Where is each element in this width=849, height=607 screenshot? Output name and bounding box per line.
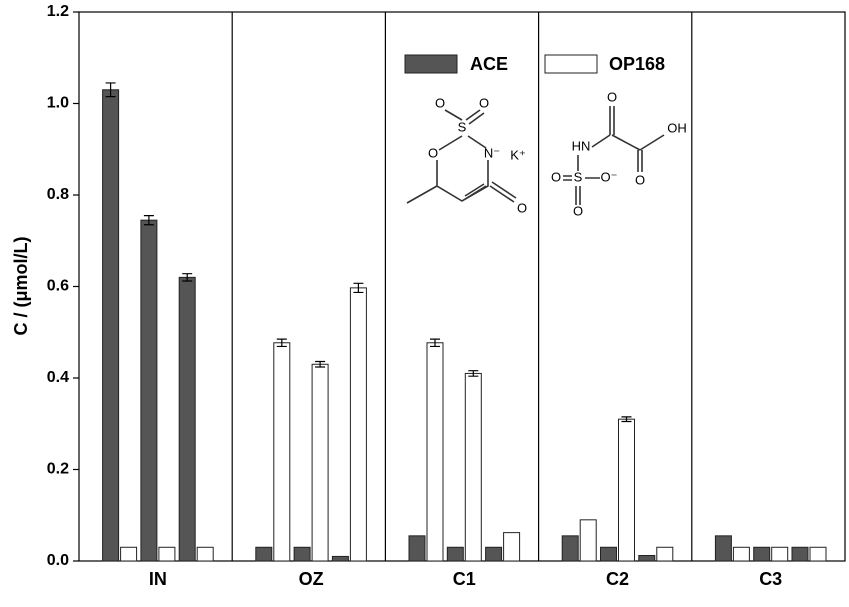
y-tick-label: 0.0 [47,552,69,569]
x-tick-label: IN [149,569,167,589]
atom-label: O [573,203,583,218]
x-tick-label: C2 [606,569,629,589]
bar [349,287,367,562]
bar [579,519,597,562]
bar [791,546,809,562]
error-bar [353,282,364,294]
error-bar [621,416,632,423]
bar [140,219,158,562]
bar [561,535,579,562]
legend-swatch [544,54,598,74]
y-tick-label: 1.0 [47,95,69,112]
bar [293,546,311,562]
atom-label: HN [572,138,591,153]
legend-label: OP168 [609,54,665,74]
bar [732,546,750,562]
bar [503,532,521,562]
atom-label: O [479,95,489,110]
atom-label: K⁺ [510,147,526,162]
bar [196,546,214,562]
error-bar [315,360,326,368]
error-bar [105,82,116,98]
bar [311,363,329,562]
atom-label: O [517,200,527,215]
atom-label: O [551,169,561,184]
legend-label: ACE [470,54,508,74]
y-tick-label: 1.2 [47,3,69,20]
atom-label: S [574,169,583,184]
legend-swatch [404,54,458,74]
bar [255,546,273,562]
bar [446,546,464,562]
bar [617,418,635,562]
error-bar [429,338,440,348]
bar [753,546,771,562]
atom-label: O [635,172,645,187]
atom-label: OH [667,120,687,135]
ace-structure [406,109,517,204]
x-tick-label: C3 [759,569,782,589]
bar [485,546,503,562]
bar [273,342,291,562]
atom-label: N⁻ [484,145,500,160]
error-bar [468,370,479,377]
bar [809,546,827,562]
error-bar [143,214,154,226]
bar [120,546,138,562]
y-axis-title: C / (μmol/L) [11,236,31,335]
bar [331,555,349,562]
error-bar [276,338,287,348]
error-bar [182,273,193,282]
atom-label: O [428,145,438,160]
bar [102,89,120,562]
y-tick-label: 0.2 [47,461,69,478]
y-tick-label: 0.8 [47,186,69,203]
bar [771,546,789,562]
x-tick-label: C1 [453,569,476,589]
atom-label: O⁻ [601,169,618,184]
atom-label: O [607,89,617,104]
bar [178,276,196,562]
bar [714,535,732,562]
bar [158,546,176,562]
atom-label: S [458,119,467,134]
y-tick-label: 0.6 [47,278,69,295]
x-tick-label: OZ [299,569,324,589]
bar [656,546,674,562]
bar [638,555,656,562]
bar [599,546,617,562]
bar [408,535,426,562]
op168-structure [563,106,665,205]
bar [426,342,444,562]
atom-label: O [435,95,445,110]
bar [464,372,482,562]
y-tick-label: 0.4 [47,369,69,386]
